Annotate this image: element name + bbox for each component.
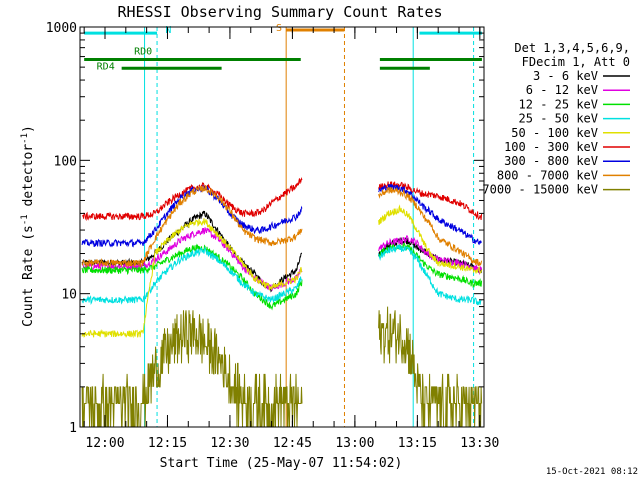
series-line-25-50kev-segment-1 xyxy=(81,246,303,306)
y-axis: 1 10 100 1000 xyxy=(46,21,484,436)
x-tick-label: 12:45 xyxy=(273,436,312,451)
x-tick-label: 12:00 xyxy=(85,436,124,451)
series-line-100-300kev-segment-2 xyxy=(378,181,483,221)
flag-annotation-rd0: RD0 xyxy=(134,47,152,58)
legend-label: 800 - 7000 keV xyxy=(497,168,598,182)
y-axis-label-end: ) xyxy=(21,125,36,133)
x-tick-label: 12:30 xyxy=(210,436,249,451)
y-axis-label-mid: detector xyxy=(21,144,36,215)
x-tick-label: 13:15 xyxy=(398,436,437,451)
legend-header-line-2: FDecim 1, Att 0 xyxy=(522,55,630,69)
series-line-800-7000kev-segment-1 xyxy=(81,185,303,268)
y-tick-label: 1000 xyxy=(46,21,77,36)
flag-annotation-n: N xyxy=(165,25,171,36)
series-line-300-800kev-segment-1 xyxy=(81,184,303,248)
series-line-50-100kev-segment-1 xyxy=(81,218,303,339)
x-axis: 12:00 12:15 12:30 12:45 13:00 13:15 13:30 xyxy=(83,27,499,451)
legend-label: 25 - 50 keV xyxy=(519,112,598,126)
legend-label: 6 - 12 keV xyxy=(526,83,598,97)
legend-label: 7000 - 15000 keV xyxy=(482,183,598,197)
series-line-800-7000kev-segment-2 xyxy=(378,186,483,267)
legend-label: 100 - 300 keV xyxy=(504,140,598,154)
y-axis-label-main: Count Rate (s xyxy=(21,225,36,327)
series-line-25-50kev-segment-2 xyxy=(378,244,482,306)
x-tick-label: 13:00 xyxy=(335,436,374,451)
legend-header-line-1: Det 1,3,4,5,6,9, xyxy=(514,41,630,55)
legend-label: 300 - 800 keV xyxy=(504,154,598,168)
series-line-100-300kev-segment-1 xyxy=(82,177,303,222)
x-tick-label: 12:15 xyxy=(148,436,187,451)
series-line-12-25kev-segment-1 xyxy=(81,243,303,311)
x-axis-label: Start Time (25-May-07 11:54:02) xyxy=(160,456,403,471)
series-line-50-100kev-segment-2 xyxy=(378,204,483,274)
y-axis-label: Count Rate (s-1 detector-1) xyxy=(20,125,36,327)
series-line-7000-15000kev-segment-1 xyxy=(81,310,303,428)
chart-title: RHESSI Observing Summary Count Rates xyxy=(117,3,442,21)
legend-label: 12 - 25 keV xyxy=(519,97,598,111)
plot-frame xyxy=(79,26,485,428)
plot-area: N RD0 RD4 S xyxy=(81,23,483,428)
y-tick-label: 1 xyxy=(69,421,77,436)
flag-annotation-rd4: RD4 xyxy=(97,62,115,73)
render-timestamp: 15-Oct-2021 08:12 xyxy=(546,467,638,477)
series-line-7000-15000kev-segment-2 xyxy=(378,306,483,428)
series-line-6-12kev-segment-1 xyxy=(81,227,303,291)
y-tick-label: 10 xyxy=(61,288,77,303)
legend-label: 50 - 100 keV xyxy=(511,126,598,140)
y-axis-label-exponent-1: -1 xyxy=(20,214,30,225)
y-axis-label-exponent-2: -1 xyxy=(20,133,30,144)
y-tick-label: 100 xyxy=(54,154,77,169)
flag-annotation-s: S xyxy=(276,23,282,34)
legend: Det 1,3,4,5,6,9, FDecim 1, Att 0 3 - 6 k… xyxy=(482,41,630,197)
legend-label: 3 - 6 keV xyxy=(533,69,598,83)
x-tick-label: 13:30 xyxy=(460,436,499,451)
